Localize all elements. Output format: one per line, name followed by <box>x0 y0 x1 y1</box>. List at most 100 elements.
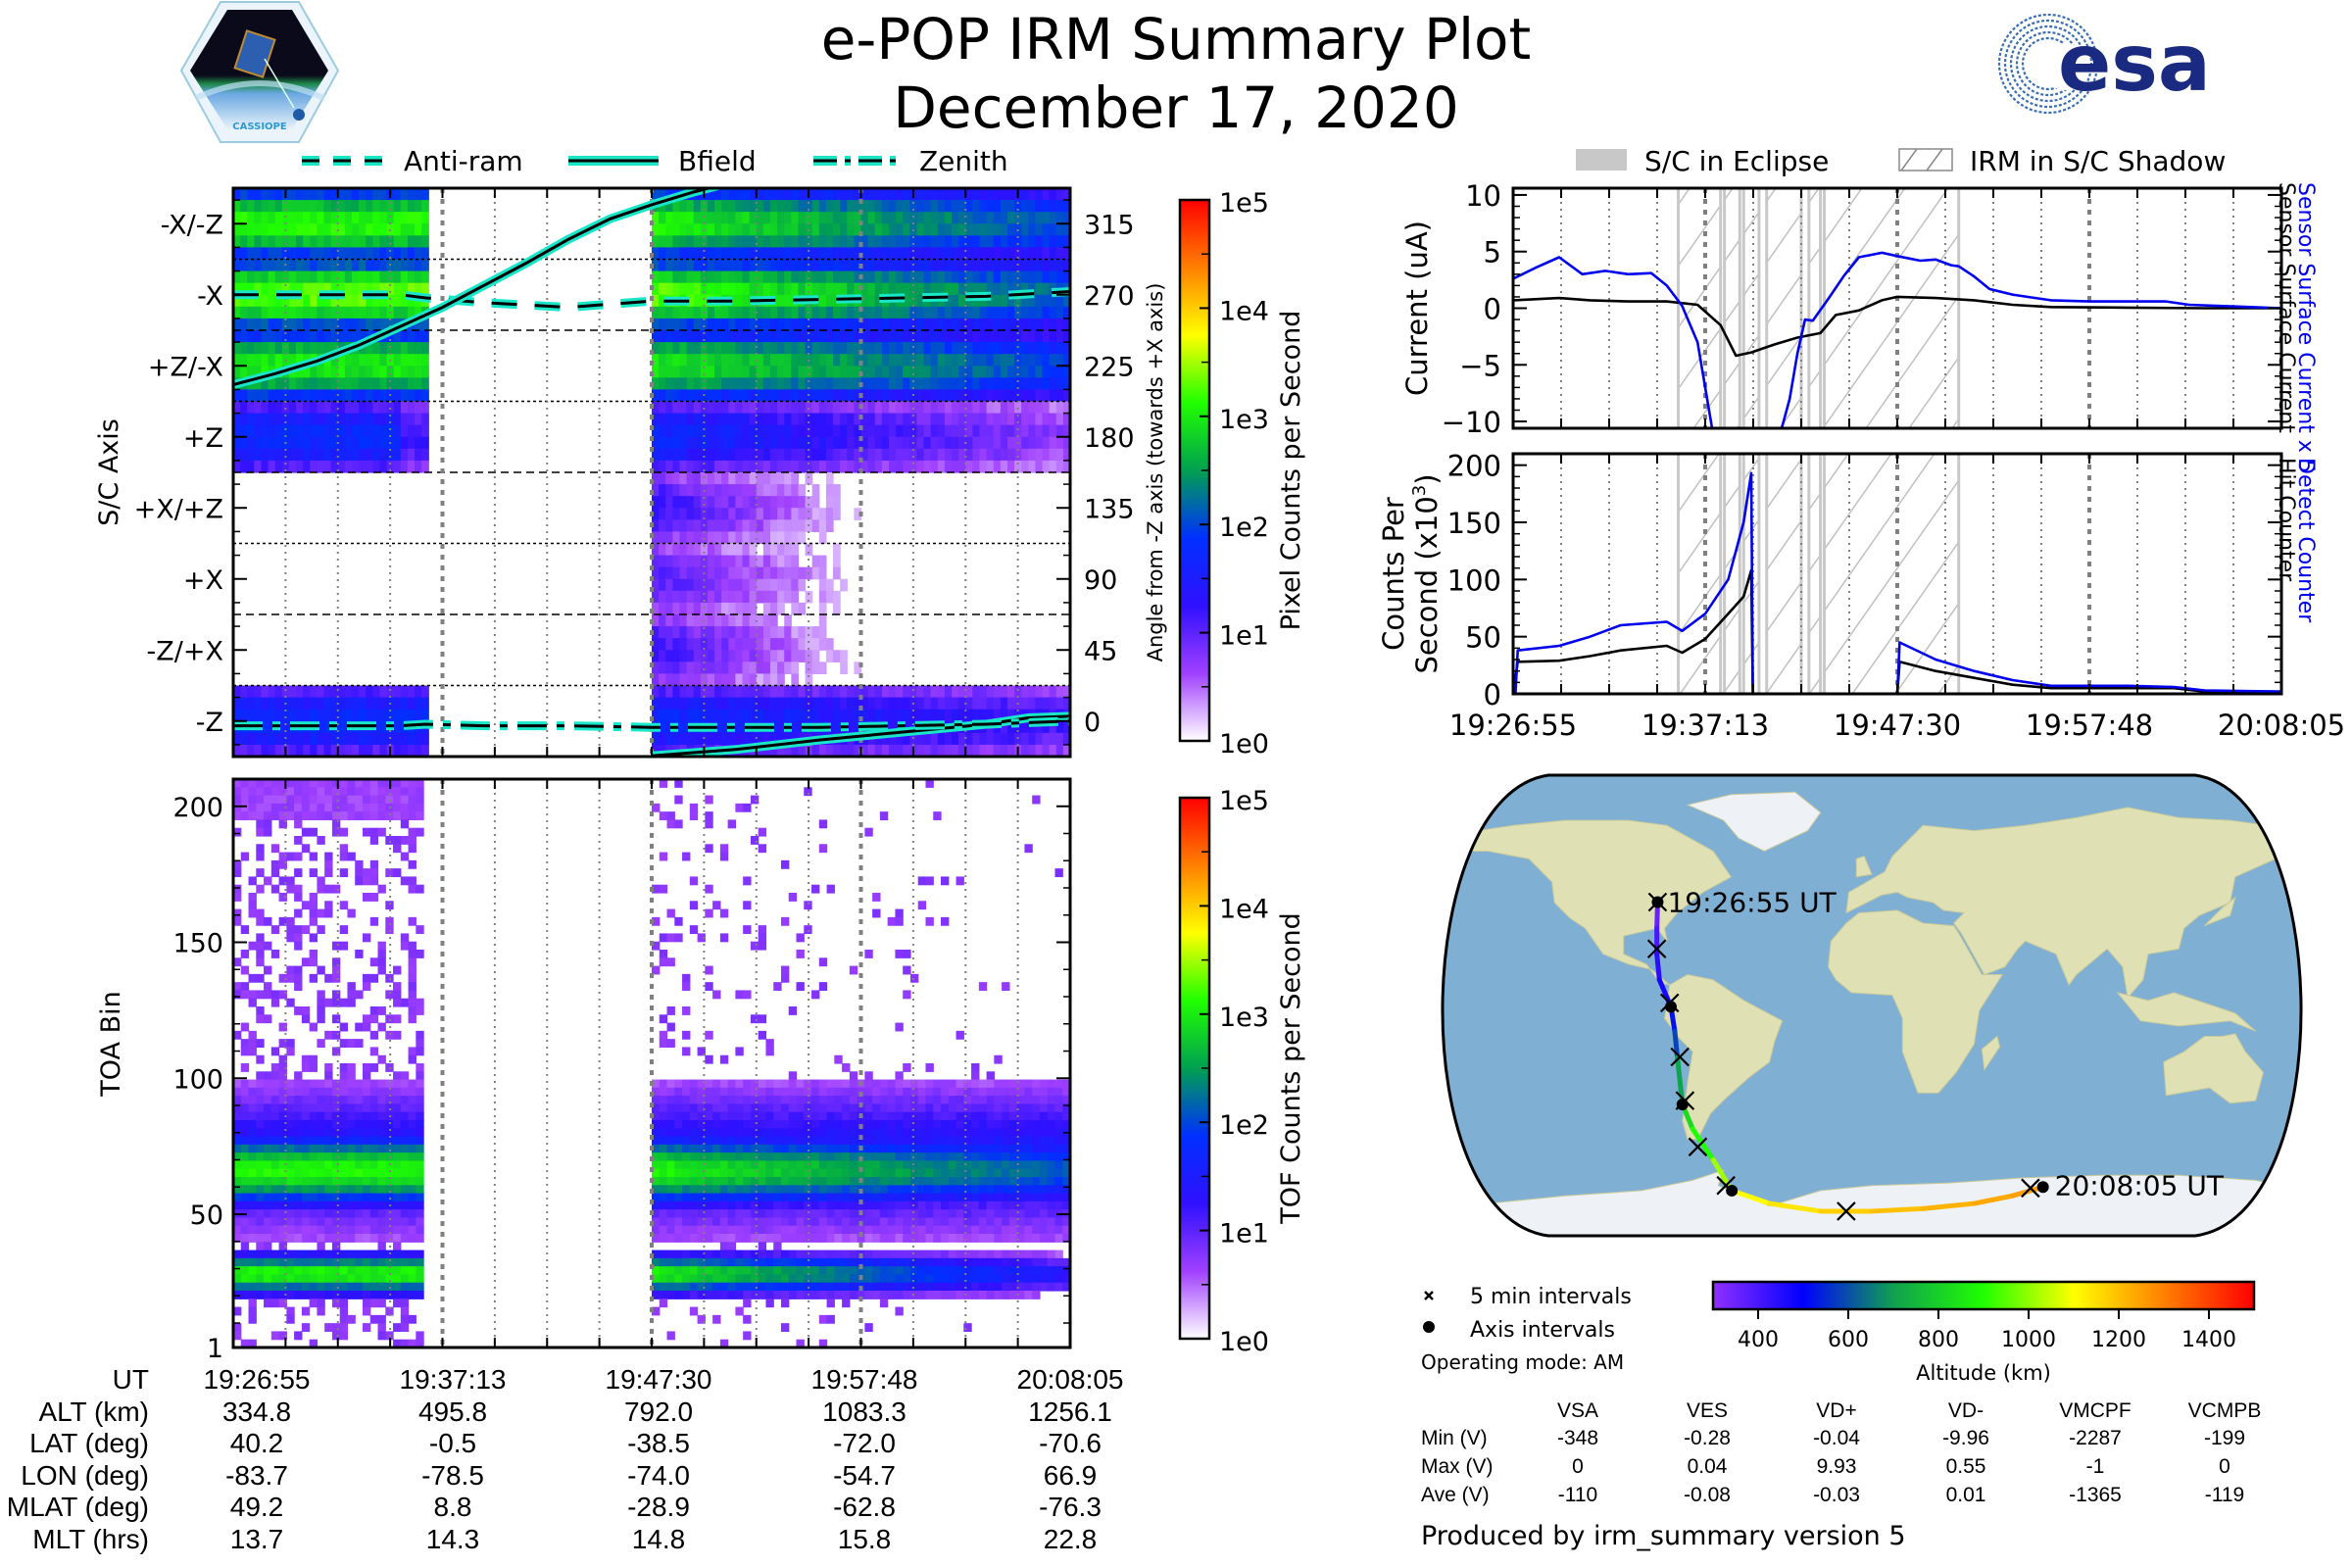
heatmap-cell <box>1049 188 1057 201</box>
heatmap-cell <box>857 1096 865 1105</box>
heatmap-cell <box>909 424 918 438</box>
heatmap-cell <box>407 697 416 710</box>
heatmap-cell <box>268 354 276 367</box>
heatmap-cell <box>1062 318 1070 331</box>
heatmap-cell <box>728 531 736 545</box>
heatmap-cell <box>682 1193 691 1202</box>
heatmap-cell <box>742 697 751 710</box>
heatmap-cell <box>719 1128 729 1138</box>
heatmap-cell <box>303 732 311 746</box>
heatmap-cell <box>1055 448 1064 462</box>
heatmap-cell <box>261 460 270 473</box>
heatmap-cell <box>1028 460 1037 473</box>
heatmap-cell <box>707 709 715 722</box>
heatmap-cell <box>689 1144 699 1153</box>
heatmap-cell <box>804 1103 812 1113</box>
heatmap-cell <box>254 377 263 391</box>
heatmap-cell <box>833 235 841 249</box>
heatmap-cell <box>773 1096 782 1105</box>
heatmap-cell <box>1035 436 1044 450</box>
heatmap-cell <box>1016 1136 1026 1146</box>
heatmap-cell <box>958 685 966 699</box>
heatmap-cell <box>777 223 785 236</box>
heatmap-cell <box>721 270 729 284</box>
heatmap-cell <box>719 1193 729 1202</box>
heatmap-cell <box>769 436 778 450</box>
heatmap-cell <box>941 916 950 926</box>
heatmap-cell <box>972 366 981 378</box>
heatmap-cell <box>825 484 834 497</box>
heatmap-cell <box>758 1014 767 1024</box>
heatmap-cell <box>952 424 959 438</box>
heatmap-cell <box>700 662 709 675</box>
heatmap-cell <box>400 436 409 450</box>
heatmap-cell <box>407 188 416 201</box>
heatmap-cell <box>296 732 304 746</box>
heatmap-cell <box>659 270 666 284</box>
heatmap-cell <box>860 235 869 249</box>
heatmap-cell <box>666 1096 675 1105</box>
heatmap-cell <box>337 685 346 699</box>
heatmap-cell <box>1024 1079 1033 1089</box>
heatmap-cell <box>240 306 248 319</box>
heatmap-cell <box>233 957 242 967</box>
heatmap-cell <box>366 294 373 308</box>
heatmap-cell <box>1006 732 1015 746</box>
heatmap-cell <box>798 566 807 580</box>
heatmap-cell <box>860 744 869 757</box>
heatmap-cell <box>665 318 673 331</box>
heatmap-cell <box>256 950 265 958</box>
heatmap-cell <box>686 472 695 485</box>
heatmap-cell <box>758 925 767 935</box>
heatmap-cell <box>379 424 388 438</box>
heatmap-cell <box>749 685 758 699</box>
heatmap-cell <box>296 223 304 236</box>
heatmap-cell <box>840 270 848 284</box>
heatmap-cell <box>762 270 771 284</box>
heatmap-cell <box>994 1177 1003 1186</box>
heatmap-cell <box>1008 1111 1018 1121</box>
heatmap-cell <box>1062 389 1070 403</box>
heatmap-cell <box>888 448 897 462</box>
heatmap-cell <box>240 212 248 224</box>
heatmap-cell <box>1000 720 1008 734</box>
heatmap-cell <box>719 1096 729 1105</box>
heatmap-cell <box>286 1039 295 1049</box>
heatmap-cell <box>286 1152 295 1162</box>
heatmap-cell <box>693 330 702 343</box>
heatmap-cell <box>825 472 834 485</box>
heatmap-cell <box>323 732 332 746</box>
heatmap-cell <box>672 460 681 473</box>
heatmap-cell <box>261 306 270 319</box>
heatmap-cell <box>286 1177 295 1186</box>
heatmap-cell <box>248 973 257 983</box>
heatmap-cell <box>707 484 715 497</box>
heatmap-cell <box>867 401 876 415</box>
heatmap-cell <box>270 950 280 958</box>
heatmap-cell <box>294 893 303 902</box>
heatmap-cell <box>700 590 709 604</box>
heatmap-cell <box>686 235 695 249</box>
heatmap-cell <box>923 330 932 343</box>
heatmap-cell <box>407 223 416 236</box>
heatmap-cell <box>240 282 248 296</box>
heatmap-cell <box>372 401 381 415</box>
heatmap-cell <box>784 744 792 757</box>
heatmap-cell <box>693 650 702 662</box>
heatmap-cell <box>847 366 855 378</box>
heatmap-cell <box>330 200 339 213</box>
heatmap-cell <box>854 377 862 391</box>
heatmap-cell <box>324 884 333 894</box>
heatmap-cell <box>721 460 729 473</box>
heatmap-cell <box>930 685 939 699</box>
heatmap-cell <box>756 614 764 627</box>
heatmap-cell <box>784 259 792 272</box>
heatmap-cell <box>303 401 311 415</box>
heatmap-cell <box>330 294 339 308</box>
heatmap-cell <box>330 709 339 722</box>
heatmap-cell <box>362 1022 371 1032</box>
heatmap-cell <box>1002 1177 1010 1186</box>
heatmap-cell <box>347 1177 356 1186</box>
heatmap-cell <box>798 259 807 272</box>
heatmap-cell <box>408 950 416 958</box>
